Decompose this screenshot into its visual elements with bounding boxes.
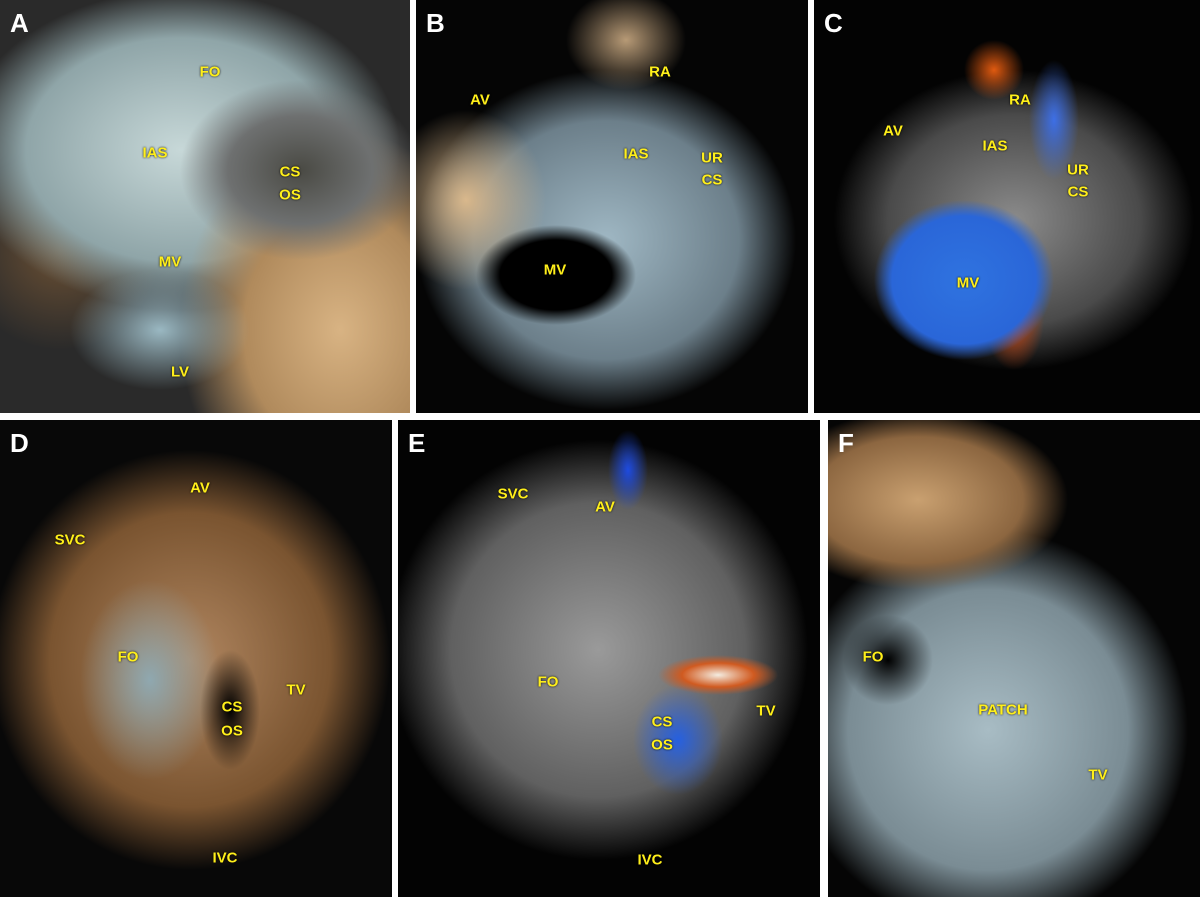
anatomy-label: AV bbox=[595, 498, 615, 516]
anatomy-label: OS bbox=[651, 736, 673, 754]
anatomy-label: IAS bbox=[142, 144, 168, 162]
anatomy-label: CS bbox=[651, 713, 673, 731]
anatomy-label: RA bbox=[649, 63, 671, 81]
anatomy-label: MV bbox=[158, 253, 182, 271]
anatomy-label: AV bbox=[883, 122, 903, 140]
anatomy-label: FO bbox=[537, 673, 559, 691]
anatomy-label: MV bbox=[956, 274, 980, 292]
image-panel: C RA AV IAS UR CS MV bbox=[814, 0, 1200, 413]
anatomy-label: PATCH bbox=[978, 701, 1028, 719]
panel-letter: B bbox=[426, 8, 445, 38]
anatomy-label: LV bbox=[170, 363, 190, 381]
anatomy-label: MV bbox=[543, 261, 567, 279]
image-panel: D AV SVC FO CS OS TV IVC bbox=[0, 420, 392, 897]
image-panel: A FO IAS CS OS MV LV bbox=[0, 0, 410, 413]
anatomy-label: IAS bbox=[623, 145, 649, 163]
anatomy-label: TV bbox=[286, 681, 306, 699]
anatomy-label: OS bbox=[221, 722, 243, 740]
anatomy-label: IVC bbox=[637, 851, 663, 869]
anatomy-label: CS bbox=[701, 171, 723, 189]
anatomy-label: UR bbox=[1067, 161, 1089, 179]
anatomy-label: RA bbox=[1009, 91, 1031, 109]
panel-letter: D bbox=[10, 428, 29, 458]
image-panel: F FO PATCH TV bbox=[828, 420, 1200, 897]
anatomy-label: IVC bbox=[212, 849, 238, 867]
image-panel: E SVC AV FO CS OS TV IVC bbox=[398, 420, 820, 897]
panel-letter: C bbox=[824, 8, 843, 38]
anatomy-label: FO bbox=[199, 63, 221, 81]
image-panel: B RA AV IAS UR CS MV bbox=[416, 0, 808, 413]
anatomy-label: UR bbox=[701, 149, 723, 167]
panel-letter: A bbox=[10, 8, 29, 38]
anatomy-label: FO bbox=[117, 648, 139, 666]
anatomy-label: SVC bbox=[54, 531, 86, 549]
panel-letter: E bbox=[408, 428, 426, 458]
anatomy-label: AV bbox=[470, 91, 490, 109]
anatomy-label: OS bbox=[279, 186, 301, 204]
panel-letter: F bbox=[838, 428, 854, 458]
anatomy-label: CS bbox=[221, 698, 243, 716]
anatomy-label: AV bbox=[190, 479, 210, 497]
anatomy-label: FO bbox=[862, 648, 884, 666]
anatomy-label: CS bbox=[1067, 183, 1089, 201]
anatomy-label: TV bbox=[756, 702, 776, 720]
anatomy-label: TV bbox=[1088, 766, 1108, 784]
anatomy-label: SVC bbox=[497, 485, 529, 503]
anatomy-label: CS bbox=[279, 163, 301, 181]
anatomy-label: IAS bbox=[982, 137, 1008, 155]
